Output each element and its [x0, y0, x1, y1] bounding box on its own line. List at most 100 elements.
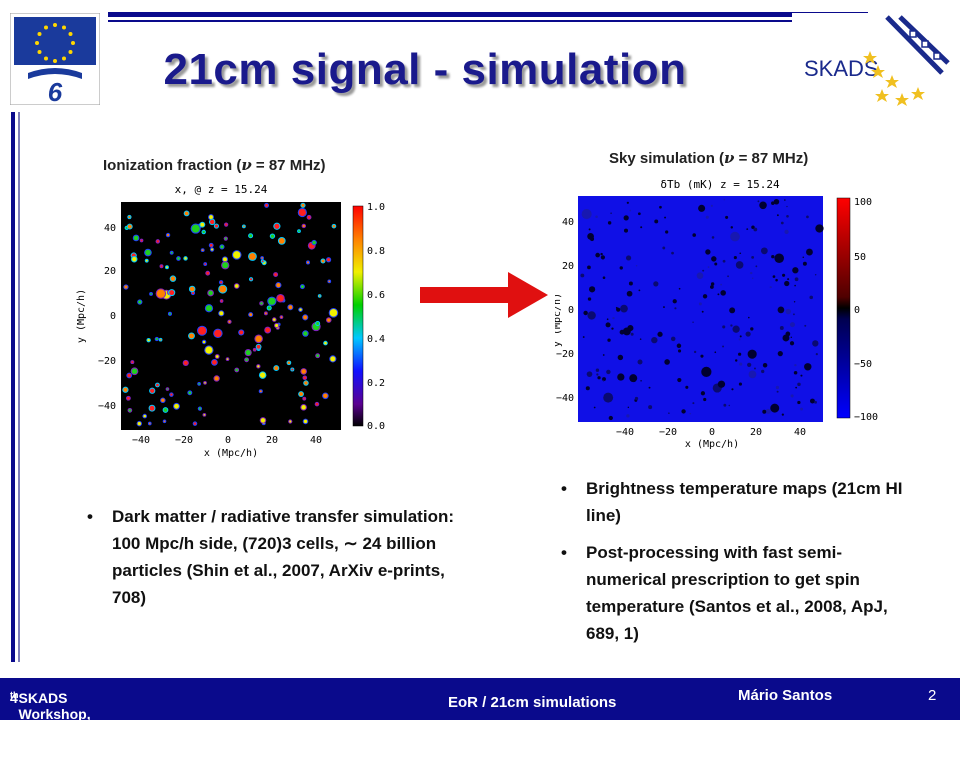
dark-patch: [739, 252, 742, 255]
dark-patch: [787, 278, 790, 281]
dark-patch: [630, 332, 634, 336]
bubble-core: [204, 263, 207, 265]
bubble-core: [304, 381, 308, 385]
dark-patch: [608, 415, 613, 421]
dark-patch: [800, 407, 803, 411]
bubble-core: [298, 208, 306, 217]
bubble-core: [184, 257, 187, 260]
bubble-core: [274, 223, 280, 229]
bubble-core: [245, 349, 251, 356]
dark-patch: [785, 308, 791, 315]
bubble-core: [253, 348, 256, 351]
dark-patch: [677, 377, 682, 383]
dark-patch: [753, 227, 758, 232]
dark-patch: [629, 209, 632, 212]
nu-symbol: ν: [724, 149, 735, 167]
footer-workshop-text: SKADS Workshop, Lisbon, 2-3 October 2008: [18, 690, 91, 770]
dark-patch: [702, 269, 705, 272]
dark-patch: [730, 324, 733, 327]
dark-patches: [580, 198, 824, 421]
bubble-core: [265, 327, 271, 333]
y-tick: 40: [562, 217, 574, 228]
dark-patch: [793, 313, 795, 316]
dark-patch: [738, 338, 741, 341]
bubble-core: [275, 323, 279, 328]
dark-patch: [774, 253, 784, 264]
dark-patch: [797, 382, 801, 387]
dark-patch: [723, 198, 726, 201]
bubble-core: [209, 215, 213, 220]
y-tick: 0: [568, 305, 574, 316]
x-tick: 0: [225, 435, 231, 446]
bubble-core: [193, 422, 197, 425]
dark-patch: [797, 400, 801, 405]
bubble-core: [288, 305, 293, 310]
bubble-core: [289, 420, 292, 423]
bubble-core: [277, 294, 284, 302]
dark-patch: [755, 265, 758, 268]
dark-patch: [723, 403, 727, 407]
right-panel-heading: Sky simulation (ν = 87 MHz): [609, 149, 808, 167]
dark-patch: [603, 392, 614, 403]
bubble-core: [191, 291, 195, 295]
colorbar-ticks: 100 50 0 −50 −100: [854, 197, 878, 423]
dark-patch: [659, 205, 662, 209]
dark-patch: [730, 226, 734, 229]
bubble-core: [303, 419, 308, 424]
dark-patch: [606, 369, 611, 375]
dark-patch: [721, 381, 725, 385]
bubble-core: [166, 266, 168, 269]
dark-patch: [809, 295, 814, 300]
bubble-core: [306, 261, 310, 264]
colorbar-tick: 0.2: [367, 378, 385, 389]
dark-patch: [634, 396, 639, 401]
dark-patch: [782, 334, 790, 342]
colorbar-tick: −50: [854, 359, 872, 370]
dark-patch: [802, 256, 805, 259]
x-tick: −20: [659, 427, 677, 438]
bubble-core: [170, 393, 173, 396]
slide-number: 2: [928, 687, 937, 704]
dark-patch: [729, 307, 736, 314]
bubble-core: [303, 315, 308, 320]
bubble-core: [156, 240, 160, 243]
dark-patch: [751, 277, 754, 279]
dark-patch: [760, 247, 768, 255]
dark-patch: [600, 255, 606, 260]
bubble-core: [131, 368, 138, 375]
bubble-core: [323, 393, 328, 399]
bubble-core: [326, 258, 331, 262]
bubble-core: [234, 284, 239, 288]
bubble-core: [326, 318, 331, 322]
bubble-core: [147, 338, 150, 342]
dark-patch: [794, 363, 797, 367]
bubble-core: [267, 306, 271, 310]
bubble-core: [330, 356, 336, 362]
ionization-fraction-plot: x, @ z = 15.24: [66, 180, 396, 460]
dark-patch: [727, 275, 729, 278]
bubble-core: [307, 215, 311, 219]
bubble-core: [303, 397, 306, 400]
bubble-core: [212, 359, 217, 365]
bubble-core: [202, 230, 205, 234]
bubble-core: [287, 361, 291, 365]
dark-patch: [762, 409, 767, 414]
y-tick: −20: [98, 356, 116, 367]
dark-patch: [806, 248, 813, 256]
dark-patch: [776, 390, 779, 393]
side-rule-thin: [18, 112, 20, 662]
x-tick: 40: [310, 435, 322, 446]
bubble-core: [298, 230, 300, 233]
dark-patch: [587, 311, 596, 320]
dark-patch: [676, 343, 682, 349]
bubble-core: [189, 333, 194, 339]
dark-patch: [710, 204, 713, 207]
left-heading-prefix: Ionization fraction (: [103, 157, 242, 174]
bubble-core: [215, 355, 219, 358]
bubble-core: [208, 290, 213, 296]
right-heading-prefix: Sky simulation (: [609, 150, 725, 167]
bubble-core: [184, 211, 189, 216]
bubble-core: [249, 313, 253, 317]
bubble-core: [168, 312, 172, 315]
dark-patch: [637, 212, 641, 216]
